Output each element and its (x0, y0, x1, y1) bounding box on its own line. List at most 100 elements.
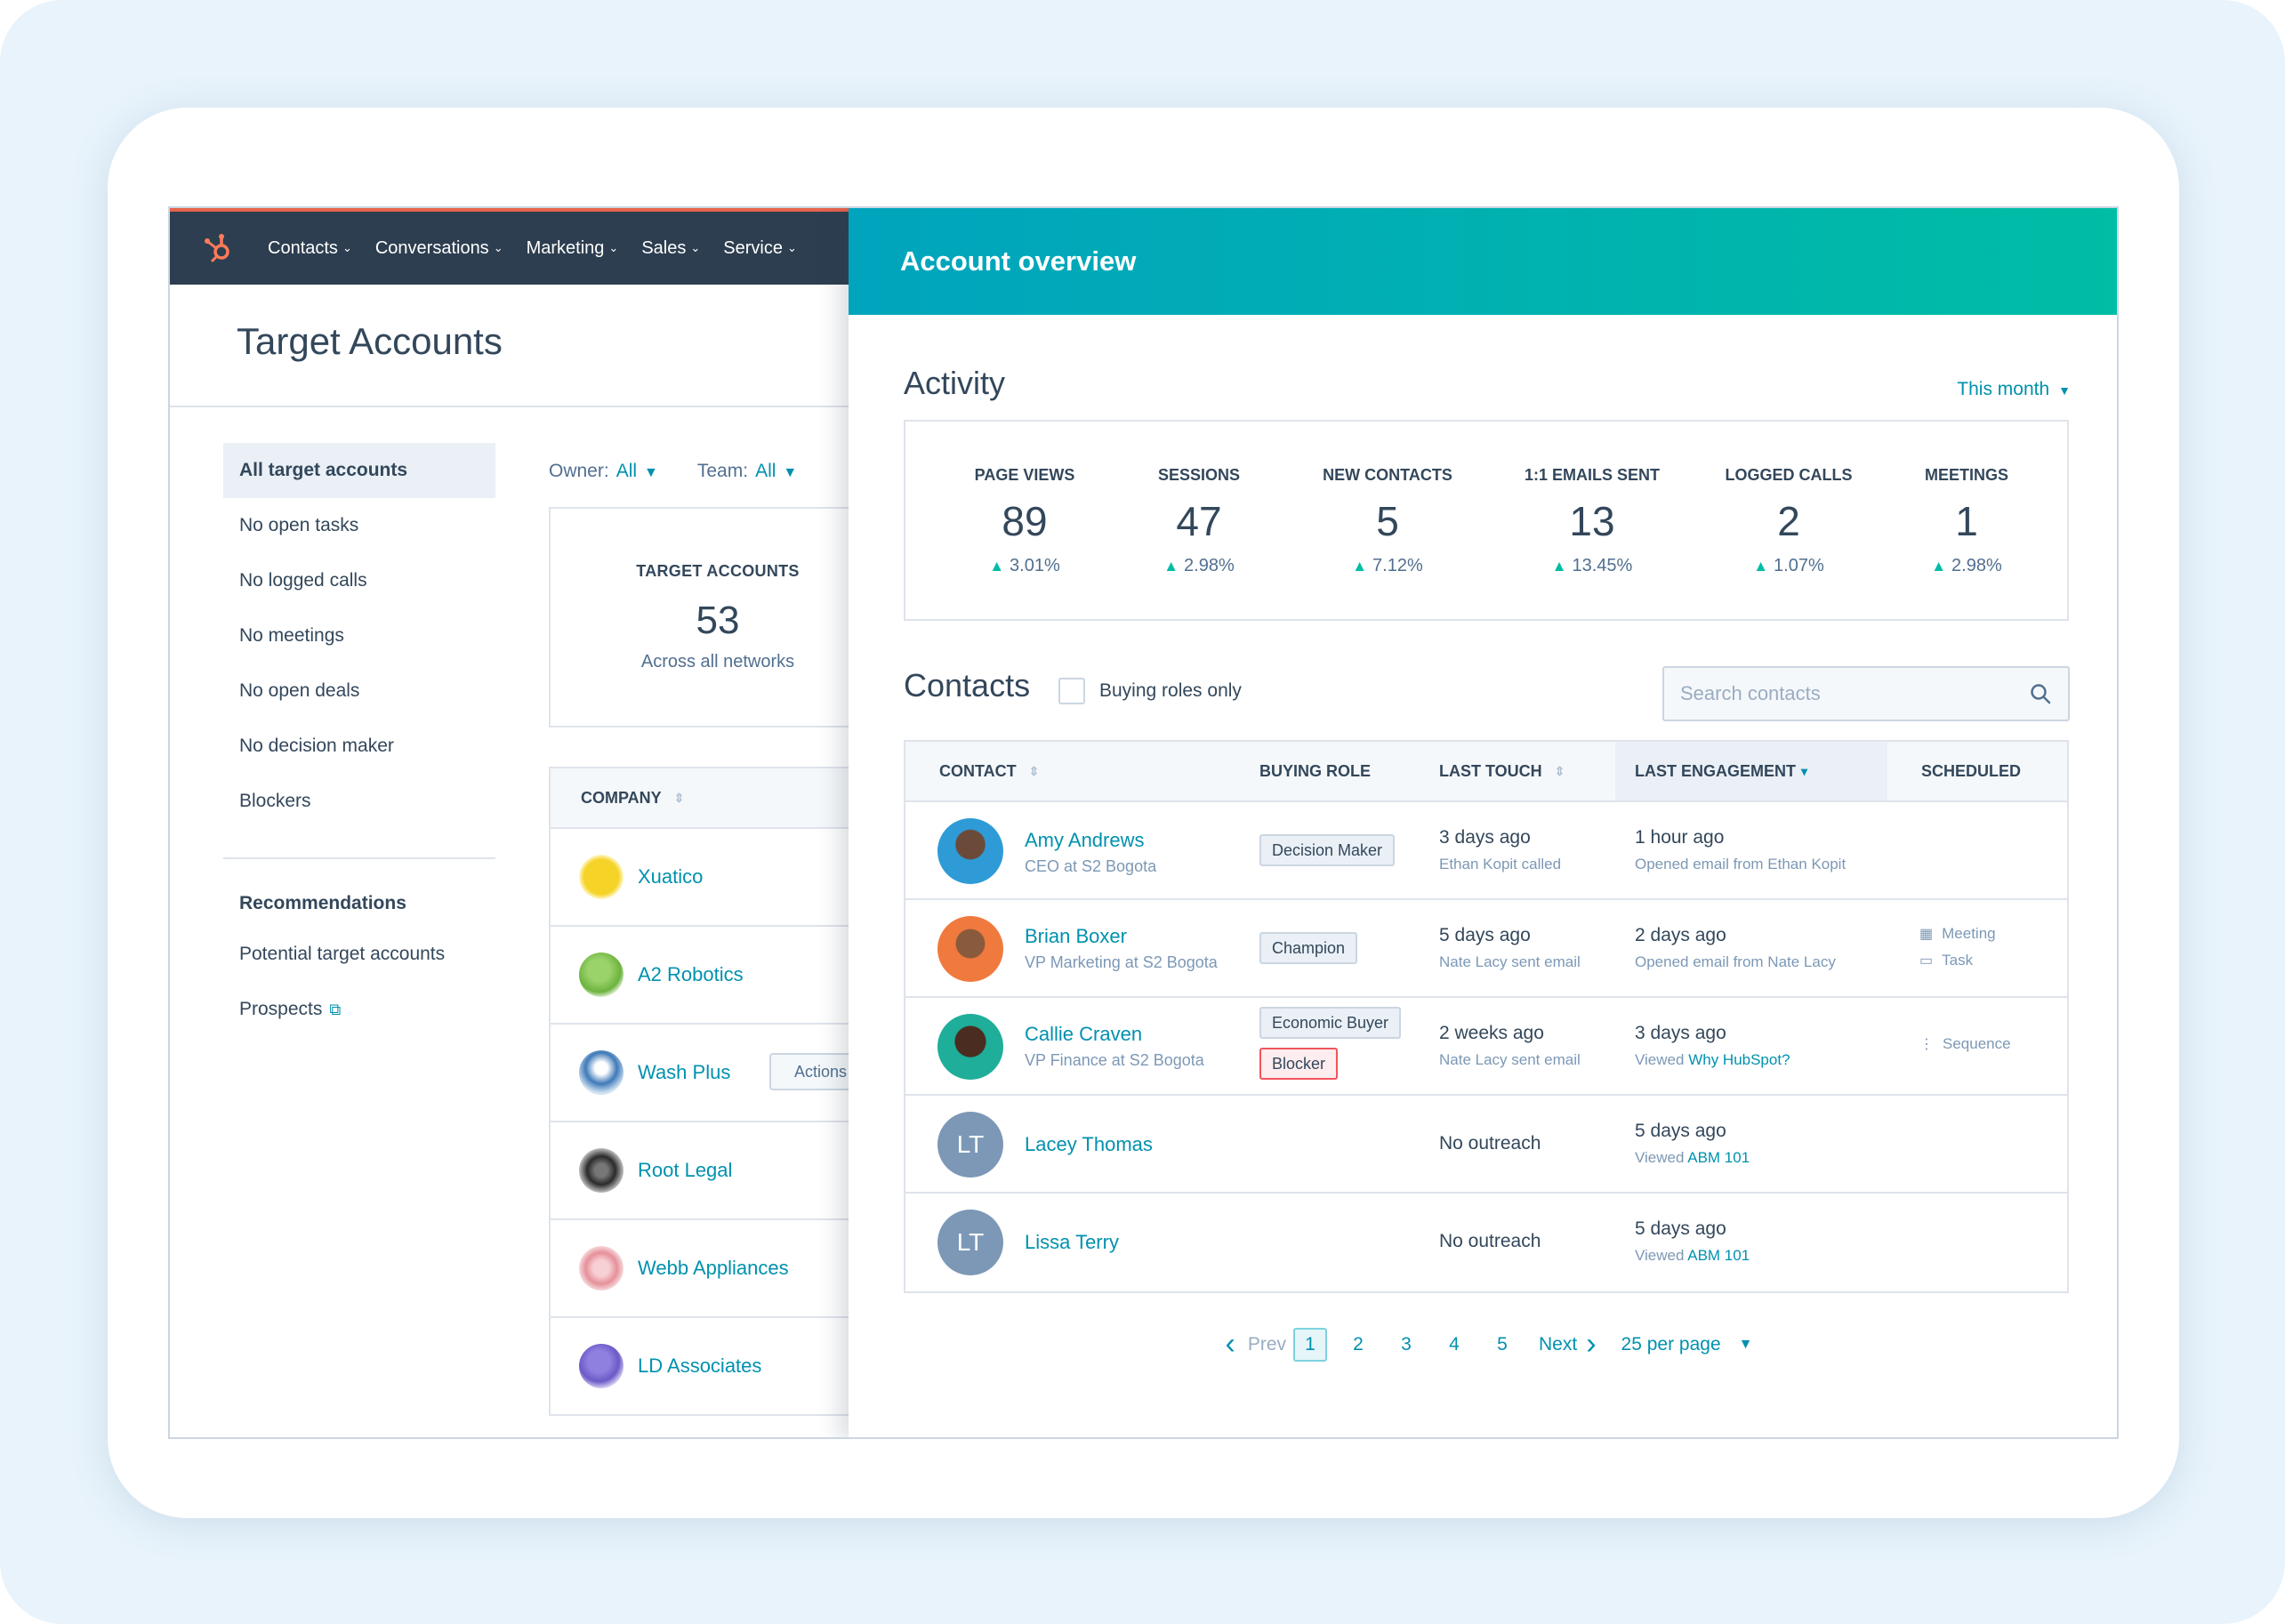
next-button[interactable]: Next › (1539, 1327, 1605, 1362)
last-touch-value: 2 weeks ago (1439, 1023, 1544, 1043)
company-name[interactable]: Xuatico (638, 865, 704, 888)
sidebar-item-no-open-deals[interactable]: No open deals (239, 680, 360, 701)
sidebar-item-all-target-accounts[interactable]: All target accounts (223, 443, 495, 498)
per-page-dropdown[interactable]: 25 per page ▼ (1621, 1334, 1753, 1355)
nav-marketing[interactable]: Marketing ⌄ (527, 238, 619, 259)
scheduled-meeting-label: Meeting (1942, 925, 1996, 942)
stat-change: ▲ 2.98% (1112, 556, 1286, 576)
table-row[interactable]: LD Associates (551, 1318, 885, 1416)
company-name[interactable]: Root Legal (638, 1159, 733, 1181)
stat-value: 5 (1376, 498, 1399, 544)
contact-name[interactable]: Amy Andrews (1025, 829, 1145, 851)
table-row[interactable]: LT Lissa Terry No outreach 5 days ago Vi… (905, 1194, 2067, 1291)
company-header-label: COMPANY (581, 788, 662, 807)
sidebar-item-blockers[interactable]: Blockers (239, 791, 311, 811)
nav-sales[interactable]: Sales ⌄ (641, 238, 700, 259)
table-row[interactable]: LT Lacey Thomas No outreach 5 days ago V… (905, 1096, 2067, 1194)
buying-roles-checkbox[interactable] (1058, 678, 1085, 704)
blocker-role-tag: Blocker (1259, 1048, 1339, 1080)
page-3[interactable]: 3 (1401, 1333, 1412, 1355)
up-arrow-icon: ▲ (1551, 558, 1567, 575)
engagement-link[interactable]: ABM 101 (1687, 1247, 1750, 1264)
prev-button[interactable]: ‹ Prev (1217, 1327, 1287, 1362)
page-5[interactable]: 5 (1497, 1333, 1508, 1355)
scheduled-sequence[interactable]: ⋮ Sequence (1919, 1035, 2011, 1053)
search-icon[interactable] (2029, 682, 2052, 705)
owner-filter[interactable]: Owner: All ▼ (549, 461, 658, 482)
panel-header: Account overview (849, 208, 2117, 315)
pagination: ‹ Prev 1 2 3 4 5 Next › 25 per page ▼ (849, 1327, 2117, 1362)
up-arrow-icon: ▲ (989, 558, 1005, 575)
engagement-link[interactable]: Why HubSpot? (1688, 1051, 1790, 1068)
sidebar-item-no-meetings[interactable]: No meetings (239, 625, 344, 646)
last-touch-detail: Nate Lacy sent email (1439, 953, 1581, 970)
sidebar-item-potential-target-accounts[interactable]: Potential target accounts (239, 944, 446, 964)
search-placeholder: Search contacts (1680, 682, 1821, 704)
column-contact-label: CONTACT (939, 761, 1017, 780)
chevron-down-icon: ⌄ (608, 241, 619, 254)
column-scheduled[interactable]: SCHEDULED (1921, 742, 2021, 800)
stat-value: 89 (1002, 498, 1048, 544)
team-filter[interactable]: Team: All ▼ (697, 461, 797, 482)
company-column-header[interactable]: COMPANY ⇕ (551, 768, 885, 829)
sidebar-item-prospects[interactable]: Prospects ⧉ (223, 982, 495, 1037)
sidebar-divider (223, 857, 495, 859)
company-name[interactable]: A2 Robotics (638, 963, 744, 985)
sidebar-item-no-logged-calls[interactable]: No logged calls (239, 570, 367, 591)
stat-change-value: 3.01% (1010, 556, 1060, 575)
contact-name[interactable]: Lissa Terry (1025, 1231, 1119, 1253)
nav-service[interactable]: Service ⌄ (723, 238, 797, 259)
scheduled-meeting[interactable]: ▦ Meeting (1919, 925, 1996, 943)
table-row[interactable]: Xuatico (551, 829, 885, 927)
search-contacts-input[interactable]: Search contacts (1662, 666, 2070, 721)
hubspot-logo-icon[interactable] (170, 212, 268, 285)
stat-label: PAGE VIEWS (974, 466, 1075, 484)
stat-label: 1:1 EMAILS SENT (1524, 466, 1661, 484)
company-name[interactable]: LD Associates (638, 1355, 762, 1377)
table-row[interactable]: Callie Craven VP Finance at S2 Bogota Ec… (905, 998, 2067, 1096)
page-4[interactable]: 4 (1449, 1333, 1460, 1355)
nav-contacts[interactable]: Contacts ⌄ (268, 238, 352, 259)
sort-icon: ⇕ (1028, 763, 1040, 778)
engagement-link[interactable]: ABM 101 (1687, 1149, 1750, 1166)
contact-name[interactable]: Callie Craven (1025, 1023, 1143, 1045)
stat-change-value: 7.12% (1372, 556, 1423, 575)
table-row[interactable]: Amy Andrews CEO at S2 Bogota Decision Ma… (905, 802, 2067, 900)
buying-roles-filter[interactable]: Buying roles only (1058, 678, 1242, 704)
up-arrow-icon: ▲ (1352, 558, 1368, 575)
column-last-engagement[interactable]: LAST ENGAGEMENT ▾ (1615, 742, 1887, 800)
top-navigation: Contacts ⌄ Conversations ⌄ Marketing ⌄ Sale… (170, 208, 849, 285)
company-name[interactable]: Webb Appliances (638, 1257, 789, 1279)
scheduled-task[interactable]: ▭ Task (1919, 952, 1973, 969)
column-contact[interactable]: CONTACT ⇕ (939, 742, 1039, 800)
summary-subtext: Across all networks (640, 652, 795, 671)
nav-conversations[interactable]: Conversations ⌄ (375, 238, 503, 259)
page-2[interactable]: 2 (1353, 1333, 1364, 1355)
column-last-touch[interactable]: LAST TOUCH ⇕ (1439, 742, 1565, 800)
period-dropdown[interactable]: This month ▼ (1957, 379, 2071, 400)
last-engagement-value: 2 days ago (1635, 925, 1726, 945)
up-arrow-icon: ▲ (1163, 558, 1179, 575)
stat-change-value: 1.07% (1774, 556, 1824, 575)
contact-name[interactable]: Lacey Thomas (1025, 1133, 1153, 1155)
stat-label: SESSIONS (1157, 466, 1241, 484)
nav-service-label: Service (723, 237, 783, 258)
last-engagement-detail: Opened email from Ethan Kopit (1635, 856, 1847, 872)
sidebar-item-no-decision-maker[interactable]: No decision maker (239, 736, 394, 756)
nav-marketing-label: Marketing (526, 237, 605, 258)
column-buying-role[interactable]: BUYING ROLE (1259, 742, 1371, 800)
table-row[interactable]: Root Legal (551, 1122, 885, 1220)
stat-value: 13 (1569, 498, 1615, 544)
table-row[interactable]: A2 Robotics (551, 927, 885, 1025)
stat-label: LOGGED CALLS (1725, 466, 1853, 484)
last-engagement-value: 5 days ago (1635, 1218, 1726, 1239)
contact-name[interactable]: Brian Boxer (1025, 925, 1127, 947)
page-header: Target Accounts (170, 285, 849, 407)
company-name[interactable]: Wash Plus (638, 1061, 731, 1083)
table-row[interactable]: Webb Appliances (551, 1220, 885, 1318)
engagement-verb: Viewed (1635, 1149, 1685, 1166)
table-row[interactable]: Brian Boxer VP Marketing at S2 Bogota Ch… (905, 900, 2067, 998)
sidebar-item-no-open-tasks[interactable]: No open tasks (239, 515, 359, 535)
table-row[interactable]: Wash Plus Actions (551, 1025, 885, 1122)
page-1[interactable]: 1 (1293, 1327, 1328, 1362)
